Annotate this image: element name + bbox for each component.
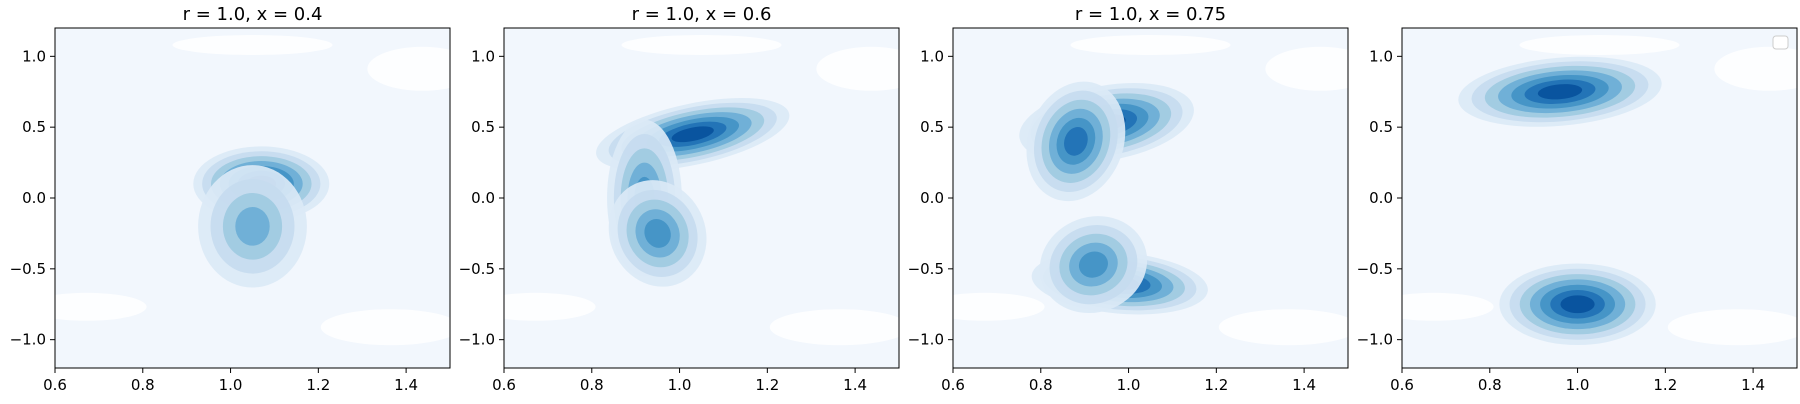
panel-4: 0.6 0.8 1.0 1.2 1.4 −1.0 −0.5 0.0 0.5 1.0 [1357, 27, 1798, 394]
legend-box [1772, 35, 1789, 50]
x-tick-label: 0.8 [1478, 376, 1502, 394]
contour-area [1402, 28, 1797, 368]
contour-level [1537, 84, 1583, 100]
x-tick-label: 1.4 [1741, 376, 1765, 394]
contour-level [1064, 126, 1088, 156]
density-gap [367, 46, 450, 91]
contour-level [1560, 295, 1595, 314]
y-tick-label: 1.0 [1369, 47, 1393, 65]
y-tick-label: −1.0 [908, 331, 944, 349]
density-gap [504, 292, 596, 321]
contour-level [235, 206, 270, 246]
y-tick-label: 0.0 [22, 189, 46, 207]
density-peak [1039, 216, 1148, 314]
x-tick-label: 1.4 [1292, 376, 1316, 394]
x-tick-label: 1.0 [219, 376, 243, 394]
y-tick-label: 1.0 [471, 47, 495, 65]
x-tick-label: 0.6 [43, 376, 67, 394]
panel-title: r = 1.0, x = 0.6 [632, 4, 772, 25]
density-peak [1026, 81, 1126, 202]
density-gap [1402, 292, 1494, 321]
density-gap [1265, 46, 1348, 91]
x-tick-label: 1.2 [306, 376, 330, 394]
x-tick-label: 1.2 [755, 376, 779, 394]
density-peak [1499, 263, 1656, 346]
contour-level [644, 219, 671, 248]
x-tick-label: 1.2 [1204, 376, 1228, 394]
contour-level [1078, 251, 1108, 278]
y-tick-label: −1.0 [1357, 331, 1393, 349]
y-tick-label: 0.5 [920, 118, 944, 136]
x-tick-label: 0.8 [580, 376, 604, 394]
density-gap [769, 309, 899, 346]
y-tick-label: 0.0 [1369, 189, 1393, 207]
y-tick-label: 0.0 [471, 189, 495, 207]
density-gap [172, 35, 333, 55]
density-gap [1667, 309, 1797, 346]
x-tick-label: 0.6 [492, 376, 516, 394]
panel-title: r = 1.0, x = 0.75 [1075, 4, 1226, 25]
x-tick-label: 1.4 [394, 376, 418, 394]
density-gap [1714, 46, 1797, 91]
density-peak [198, 165, 307, 288]
y-tick-label: −0.5 [459, 260, 495, 278]
density-gap [55, 292, 147, 321]
x-tick-label: 1.4 [843, 376, 867, 394]
y-tick-label: 0.0 [920, 189, 944, 207]
x-tick-label: 0.8 [1029, 376, 1053, 394]
x-tick-label: 1.2 [1653, 376, 1677, 394]
density-gap [320, 309, 450, 346]
y-tick-label: 1.0 [22, 47, 46, 65]
density-peak [1458, 56, 1662, 127]
y-tick-label: −0.5 [10, 260, 46, 278]
x-tick-label: 0.6 [941, 376, 965, 394]
y-tick-label: 0.5 [471, 118, 495, 136]
y-tick-label: −0.5 [1357, 260, 1393, 278]
panel-2: 0.6 0.8 1.0 1.2 1.4 −1.0 −0.5 0.0 0.5 1.0 r = 1.0,… [459, 4, 900, 394]
x-tick-label: 0.6 [1390, 376, 1414, 394]
contour-area [953, 28, 1348, 368]
x-tick-label: 1.0 [1117, 376, 1141, 394]
contour-area [55, 28, 450, 368]
density-gap [1218, 309, 1348, 346]
y-tick-label: −1.0 [459, 331, 495, 349]
y-tick-label: 0.5 [22, 118, 46, 136]
x-tick-label: 1.0 [1566, 376, 1590, 394]
density-gap [621, 35, 782, 55]
panel-1: 0.6 0.8 1.0 1.2 1.4 −1.0 −0.5 0.0 0.5 1.0 r = 1.0,… [10, 4, 451, 394]
density-gap [953, 292, 1045, 321]
y-tick-label: −0.5 [908, 260, 944, 278]
density-gap [1519, 35, 1680, 55]
density-peak [608, 180, 707, 287]
contour-area [504, 28, 899, 368]
panel-3: 0.6 0.8 1.0 1.2 1.4 −1.0 −0.5 0.0 0.5 1.0 r = 1.0,… [908, 4, 1349, 394]
y-tick-label: 0.5 [1369, 118, 1393, 136]
density-gap [1070, 35, 1231, 55]
x-tick-label: 0.8 [131, 376, 155, 394]
contour-level [671, 126, 714, 143]
panel-title: r = 1.0, x = 0.4 [183, 4, 323, 25]
y-tick-label: 1.0 [920, 47, 944, 65]
density-gap [816, 46, 899, 91]
x-tick-label: 1.0 [668, 376, 692, 394]
y-tick-label: −1.0 [10, 331, 46, 349]
